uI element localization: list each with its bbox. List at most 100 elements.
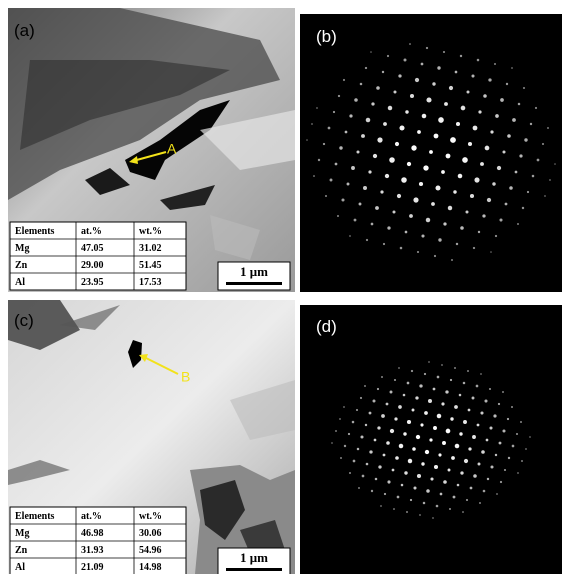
diffraction-spot	[416, 435, 420, 439]
diffraction-spot	[428, 399, 432, 403]
diffraction-spot	[426, 489, 430, 493]
diffraction-spot	[520, 421, 522, 423]
diffraction-spot	[459, 394, 462, 397]
diffraction-spot	[306, 139, 308, 141]
diffraction-spot	[521, 460, 523, 462]
diffraction-spot	[419, 182, 423, 186]
diffraction-spot	[377, 426, 380, 429]
diffraction-spot	[411, 145, 416, 150]
diffraction-spot	[462, 511, 464, 513]
diffraction-spot	[481, 450, 485, 454]
diffraction-spot	[365, 67, 367, 69]
diffraction-spot	[421, 63, 424, 66]
diffraction-spot	[417, 251, 419, 253]
diffraction-spot	[431, 202, 435, 206]
scale-bar-label: 1 μm	[240, 550, 268, 565]
diffraction-spot	[437, 66, 440, 69]
diffraction-spot	[478, 463, 481, 466]
table-cell: 46.98	[81, 528, 104, 539]
diffraction-spot	[417, 130, 421, 134]
diffraction-spot	[419, 514, 421, 516]
diffraction-spot	[362, 475, 365, 478]
table-cell: 23.95	[81, 277, 104, 288]
diffraction-spot	[488, 78, 491, 81]
diffraction-spot	[489, 426, 492, 429]
diffraction-spot	[333, 111, 335, 113]
diffraction-spot	[410, 499, 412, 501]
diffraction-spot	[353, 460, 356, 463]
diffraction-spot	[495, 454, 497, 456]
diffraction-spot	[443, 222, 446, 225]
diffraction-spot	[426, 218, 430, 222]
diffraction-spot	[505, 203, 508, 206]
diffraction-spot	[386, 441, 390, 445]
diffraction-spot	[537, 159, 540, 162]
diffraction-spot	[441, 364, 443, 366]
diffraction-spot	[399, 125, 404, 130]
marker-label: B	[181, 369, 190, 385]
diffraction-spot	[490, 251, 492, 253]
table-cell: 14.98	[139, 562, 162, 573]
diffraction-spot	[412, 447, 416, 451]
diffraction-spot	[468, 409, 471, 412]
diffraction-spot	[432, 82, 435, 85]
diffraction-spot	[408, 459, 412, 463]
diffraction-spot	[395, 142, 399, 146]
diffraction-spot	[428, 361, 430, 363]
diffraction-spot	[430, 477, 433, 480]
diffraction-spot	[547, 127, 549, 129]
diffraction-spot	[477, 59, 480, 62]
diffraction-spot	[525, 448, 527, 450]
diffraction-spot	[517, 472, 519, 474]
diffraction-spot	[403, 432, 406, 435]
diffraction-spot	[363, 186, 367, 190]
diffraction-spot	[472, 397, 475, 400]
diffraction-spot	[375, 478, 378, 481]
diffraction-spot	[468, 142, 472, 146]
diffraction-spot	[349, 235, 351, 237]
figure: A B (a) (b) (c) (d) ElementsMgZnAlat.%47…	[0, 0, 570, 574]
diffraction-spot	[438, 117, 444, 123]
table-cell: Mg	[15, 528, 29, 539]
diffraction-spot	[335, 430, 337, 432]
diffraction-spot	[376, 86, 380, 90]
diffraction-spot	[349, 114, 352, 117]
diffraction-spot	[502, 391, 504, 393]
diffraction-spot	[318, 159, 320, 161]
diffraction-spot	[365, 424, 367, 426]
diffraction-spot	[341, 198, 344, 201]
diffraction-spot	[328, 127, 331, 130]
diffraction-spot	[351, 166, 355, 170]
diffraction-spot	[381, 414, 385, 418]
diffraction-spot	[497, 166, 501, 170]
diffraction-spot	[394, 417, 397, 420]
diffraction-spot	[483, 490, 486, 493]
diffraction-spot	[401, 484, 404, 487]
diffraction-spot	[473, 247, 475, 249]
diffraction-spot	[489, 388, 491, 390]
diffraction-spot	[487, 198, 491, 202]
diffraction-spot	[352, 421, 355, 424]
table-cell: 31.02	[139, 243, 162, 254]
diffraction-spot	[463, 420, 467, 424]
diffraction-spot	[460, 226, 464, 230]
diffraction-spot	[446, 154, 451, 159]
diffraction-spot	[476, 385, 479, 388]
diffraction-spot	[422, 114, 427, 119]
diffraction-spot	[387, 55, 389, 57]
diffraction-spot	[407, 382, 410, 385]
diffraction-spot	[454, 405, 458, 409]
diffraction-spot	[340, 457, 342, 459]
diffraction-spot	[380, 190, 383, 193]
diffraction-spot	[392, 469, 395, 472]
diffraction-spot	[451, 259, 453, 261]
diffraction-spot	[373, 400, 376, 403]
diffraction-spot	[366, 239, 368, 241]
diffraction-spot	[313, 175, 315, 177]
panel-label: (d)	[316, 317, 337, 336]
diffraction-spot	[406, 511, 408, 513]
diffraction-spot	[389, 157, 395, 163]
diffraction-spot	[323, 143, 325, 145]
diffraction-spot	[383, 454, 386, 457]
diffraction-spot	[471, 74, 474, 77]
